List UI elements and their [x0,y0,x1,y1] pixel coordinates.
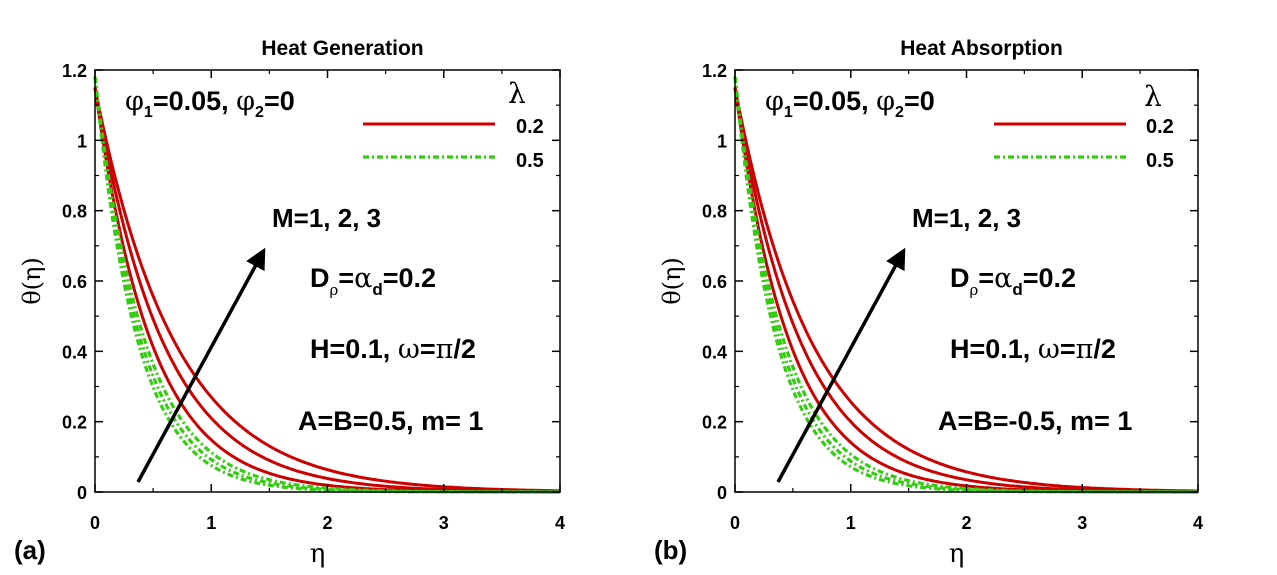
omega-symbol: ω [398,334,420,365]
omega-symbol: ω [1038,334,1060,365]
pi-symbol: π [1076,334,1094,365]
drho-equals: = [978,263,994,293]
phi2-value: =0 [264,86,295,116]
x-tick-label: 3 [439,513,449,533]
drho-alpha: α [354,263,372,294]
panel-label: (a) [14,535,46,565]
omega-tail: /2 [453,334,476,364]
x-tick-label: 1 [846,513,856,533]
y-tick-label: 0.8 [62,202,87,222]
y-axis-label: θ(η) [658,257,686,305]
phi1-subscript: 1 [144,104,153,121]
x-axis-label: η [949,539,965,569]
chart-panel-a: Heat Generation 0 0.2 0.4 0.6 0.8 1 1.2 0 1 2 3 4 η θ(… [14,37,565,569]
phi1-symbol: φ [125,86,144,117]
drho-equals: = [338,263,354,293]
x-tick-label: 0 [90,513,100,533]
x-tick-label: 1 [206,513,216,533]
ab-annotation: A=B=-0.5, m= 1 [938,406,1132,436]
drho-value: =0.2 [1023,263,1076,293]
omega-tail: /2 [1093,334,1116,364]
ab-annotation: A=B=0.5, m= 1 [298,406,483,436]
x-tick-label: 4 [555,513,565,533]
series-line-0_5-m3 [93,76,560,494]
series-line-0_2-m3 [93,87,561,493]
arrow-label: M=1, 2, 3 [912,203,1021,233]
legend-title: λ [1144,80,1162,113]
drho-d-subscript: d [1012,280,1022,299]
y-tick-label: 0 [717,483,727,503]
y-tick-label: 1 [77,131,87,151]
drho-alpha: α [994,263,1012,294]
x-axis-label: η [310,539,326,569]
y-tick-label: 0.8 [702,202,727,222]
phi2-symbol: φ [236,86,255,117]
h-omega-annotation: H=0.1, ω=π/2 [310,334,476,365]
omega-equals: = [1060,334,1076,364]
drho-value: =0.2 [383,263,436,293]
phi1-symbol: φ [765,86,784,117]
chart-panel-b: Heat Absorption 0 0.2 0.4 0.6 0.8 1 1.2 0 1 2 3 4 η θ(… [654,37,1203,569]
y-tick-label: 0 [77,483,87,503]
y-tick-label: 1.2 [702,61,727,81]
y-tick-label: 1 [717,131,727,151]
h-omega-annotation: H=0.1, ω=π/2 [950,334,1116,365]
x-tick-label: 3 [1077,513,1087,533]
y-tick-label: 0.6 [702,272,727,292]
arrow-increasing-m [776,247,906,483]
omega-equals: = [420,334,436,364]
drho-d-subscript: d [372,280,382,299]
phi1-value: =0.05, [793,86,876,116]
chart-title: Heat Generation [261,37,423,60]
phi1-value: =0.05, [153,86,236,116]
x-tick-label: 2 [322,513,332,533]
phi-annotation: φ1=0.05, φ2=0 [125,86,295,121]
legend-entry-label: 0.5 [516,150,544,172]
drho-rho-subscript: ρ [330,281,339,299]
phi-annotation: φ1=0.05, φ2=0 [765,86,935,121]
phi1-subscript: 1 [784,104,793,121]
phi2-subscript: 2 [895,104,904,121]
pi-symbol: π [436,334,454,365]
y-tick-label: 0.2 [702,413,727,433]
series-line-0_2-m3 [733,87,1198,493]
panel-label: (b) [654,535,687,565]
legend-entry-label: 0.2 [1146,116,1174,138]
y-tick-label: 0.4 [62,342,87,362]
y-tick-label: 1.2 [62,61,87,81]
x-tick-label: 0 [730,513,740,533]
y-tick-label: 0.2 [62,413,87,433]
y-axis-label: θ(η) [18,257,46,305]
legend-entry-label: 0.5 [1146,150,1174,172]
phi2-symbol: φ [876,86,895,117]
x-tick-label: 2 [961,513,971,533]
y-tick-label: 0.6 [62,272,87,292]
drho-d: D [950,263,970,293]
legend-entry-label: 0.2 [516,116,544,138]
drho-rho-subscript: ρ [970,281,979,299]
legend-title: λ [508,77,526,110]
arrow-label: M=1, 2, 3 [272,203,381,233]
arrow-increasing-m [136,247,266,483]
y-tick-label: 0.4 [702,342,727,362]
series-line-0_5-m3 [733,76,1198,494]
phi2-subscript: 2 [255,104,264,121]
chart-title: Heat Absorption [900,37,1063,60]
phi2-value: =0 [904,86,935,116]
h-value: H=0.1, [950,334,1038,364]
x-tick-label: 4 [1193,513,1203,533]
h-value: H=0.1, [310,334,398,364]
drho-annotation: Dρ=αd=0.2 [950,263,1076,299]
drho-annotation: Dρ=αd=0.2 [310,263,436,299]
drho-d: D [310,263,330,293]
